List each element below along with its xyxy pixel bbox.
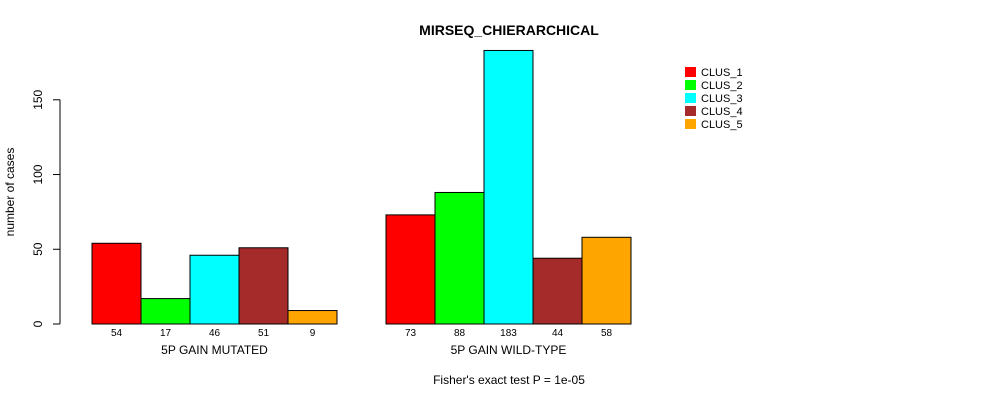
bar-groups: 54 17 46 51 9 5P GAIN MUTATED 73 88 183 44 58 5P GA… bbox=[91, 49, 632, 357]
bar-clus-4 bbox=[532, 257, 583, 325]
bar-value-label: 58 bbox=[601, 328, 613, 339]
group-label: 5P GAIN WILD-TYPE bbox=[451, 343, 567, 357]
legend-swatch bbox=[685, 67, 696, 77]
bar-clus-1 bbox=[91, 242, 142, 325]
bar-clus-5 bbox=[287, 310, 338, 325]
y-tick-label: 50 bbox=[31, 242, 45, 256]
bar-value-label: 183 bbox=[500, 328, 517, 339]
bar-value-label: 54 bbox=[111, 328, 123, 339]
legend-label: CLUS_1 bbox=[701, 67, 743, 79]
bar-clus-3 bbox=[189, 254, 240, 325]
chart-title: MIRSEQ_CHIERARCHICAL bbox=[419, 22, 599, 38]
y-tick-label: 100 bbox=[31, 164, 45, 184]
y-tick-label: 150 bbox=[31, 89, 45, 109]
fisher-test-label: Fisher's exact test P = 1e-05 bbox=[433, 373, 585, 387]
bar-value-label: 9 bbox=[310, 328, 316, 339]
bar-value-label: 46 bbox=[209, 328, 221, 339]
legend-label: CLUS_5 bbox=[701, 119, 743, 131]
bar-clus-1 bbox=[385, 214, 436, 325]
legend-label: CLUS_3 bbox=[701, 93, 743, 105]
legend-label: CLUS_2 bbox=[701, 80, 743, 92]
legend-swatch bbox=[685, 80, 696, 90]
legend-swatch bbox=[685, 93, 696, 103]
bar-clus-5 bbox=[581, 236, 632, 325]
bar-value-label: 51 bbox=[258, 328, 270, 339]
legend-label: CLUS_4 bbox=[701, 106, 743, 118]
y-axis-label: number of cases bbox=[3, 148, 17, 237]
bar-value-label: 88 bbox=[454, 328, 466, 339]
y-tick-label: 0 bbox=[31, 320, 45, 327]
legend-swatch bbox=[685, 119, 696, 129]
bar-clus-2 bbox=[434, 191, 485, 325]
bar-value-label: 17 bbox=[160, 328, 172, 339]
bar-value-label: 44 bbox=[552, 328, 564, 339]
bar-value-label: 73 bbox=[405, 328, 417, 339]
legend-swatch bbox=[685, 106, 696, 116]
bar-clus-2 bbox=[140, 298, 191, 325]
group-label: 5P GAIN MUTATED bbox=[161, 343, 268, 357]
bar-clus-4 bbox=[238, 247, 289, 325]
bar-clus-3 bbox=[483, 49, 534, 325]
y-axis-ticks: 0 50 100 150 bbox=[31, 89, 60, 327]
